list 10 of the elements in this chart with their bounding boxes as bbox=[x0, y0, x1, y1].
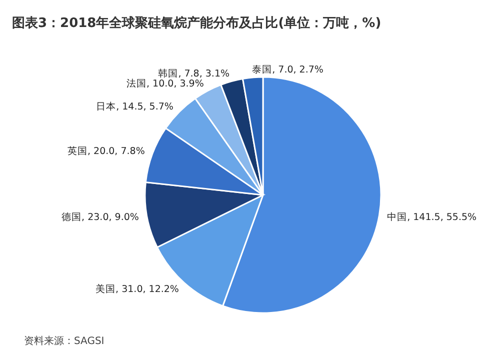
slice-label: 德国, 23.0, 9.0% bbox=[62, 212, 139, 223]
slice-label: 英国, 20.0, 7.8% bbox=[67, 145, 145, 158]
chart-title: 图表3：2018年全球聚硅氧烷产能分布及占比(单位：万吨，%) bbox=[11, 14, 382, 33]
text: 资料来源：SAGSI bbox=[24, 334, 104, 348]
slice-label: 泰国, 7.0, 2.7% bbox=[252, 64, 324, 76]
slice-label: 美国, 31.0, 12.2% bbox=[96, 282, 179, 295]
slice-label: 日本, 14.5, 5.7% bbox=[96, 100, 174, 112]
slice-label: 法国, 10.0, 3.9% bbox=[126, 78, 204, 90]
slice-label: 韩国, 7.8, 3.1% bbox=[158, 68, 230, 80]
slice-label: 中国, 141.5, 55.5% bbox=[387, 210, 477, 223]
